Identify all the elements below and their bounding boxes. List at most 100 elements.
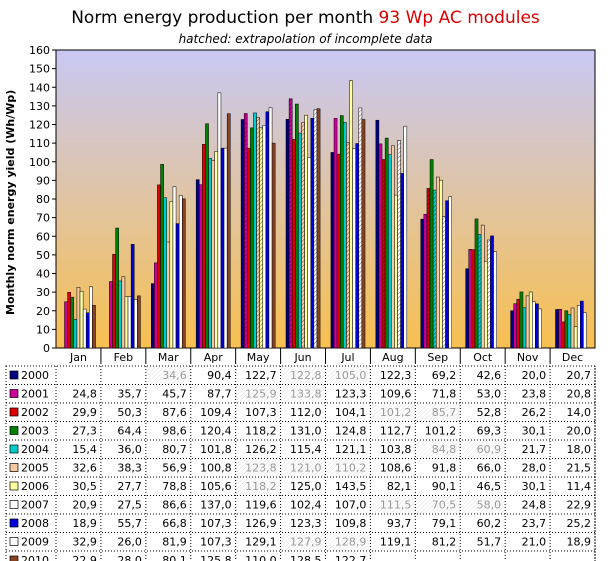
table-cell: 133,8 bbox=[290, 388, 322, 401]
table-cell: 34,6 bbox=[162, 369, 187, 382]
table-cell: 25,2 bbox=[567, 517, 592, 530]
y-tick-label: 50 bbox=[36, 249, 50, 262]
x-tick-label: Nov bbox=[517, 351, 539, 364]
table-border bbox=[5, 365, 596, 561]
bar-2007-jan bbox=[82, 308, 87, 349]
table-cell-hatch bbox=[415, 403, 460, 421]
table-cell: 109,6 bbox=[380, 388, 412, 401]
table-cell: 125,0 bbox=[290, 480, 322, 493]
chart-title-accent: 93 Wp AC modules bbox=[378, 8, 540, 28]
bar-2008-oct bbox=[490, 235, 494, 349]
bar-2005-aug bbox=[391, 145, 395, 349]
table-cell: 28,0 bbox=[522, 462, 547, 475]
table-cell: 110,0 bbox=[245, 554, 277, 561]
table-cell-hatch bbox=[415, 440, 460, 458]
table-cell: 27,7 bbox=[117, 480, 142, 493]
table-cell: 64,4 bbox=[117, 425, 142, 438]
table-cell-hatch bbox=[281, 533, 325, 551]
table-cell: 86,6 bbox=[162, 499, 187, 512]
table-cell: 107,0 bbox=[335, 499, 367, 512]
bar-2007-may bbox=[262, 124, 267, 349]
legend-label-2009: 2009 bbox=[21, 536, 49, 549]
table-cell: 42,6 bbox=[477, 369, 502, 382]
table-cell: 111,5 bbox=[380, 499, 412, 512]
bar-2004-feb bbox=[118, 280, 123, 349]
bar-2008-jul bbox=[355, 143, 360, 349]
y-tick-label: 30 bbox=[36, 286, 50, 299]
bar-2008-aug bbox=[400, 173, 404, 349]
bar-2010-feb bbox=[137, 295, 141, 349]
table-cell: 128,9 bbox=[335, 536, 367, 549]
table-cell: 127,9 bbox=[290, 536, 322, 549]
data-table: 2000 34,6 90,4 122,7 122,8 105,0 122,3 69,2 42,6… bbox=[5, 365, 596, 561]
table-cell: 56,9 bbox=[162, 462, 187, 475]
bar-hatch bbox=[313, 109, 317, 348]
bar-2003-mar bbox=[160, 164, 164, 349]
legend-swatch-2002 bbox=[9, 407, 19, 417]
bar-2002-dec bbox=[561, 321, 566, 349]
table-cell: 55,7 bbox=[117, 517, 142, 530]
table-cell: 24,8 bbox=[522, 499, 547, 512]
table-cell: 129,1 bbox=[245, 536, 277, 549]
table-cell: 128,5 bbox=[290, 554, 322, 561]
bar-2006-nov bbox=[528, 291, 533, 349]
bar-hatch bbox=[478, 234, 482, 348]
bar-2009-mar bbox=[178, 195, 183, 349]
bar-2008-may bbox=[265, 111, 270, 349]
table-cell: 126,9 bbox=[245, 517, 277, 530]
bar-2009-nov bbox=[538, 308, 542, 349]
legend-label-2004: 2004 bbox=[21, 443, 49, 456]
table-cell: 122,3 bbox=[380, 369, 412, 382]
bar-2000-sep bbox=[420, 218, 425, 349]
y-tick-label: 80 bbox=[36, 193, 50, 206]
table-cell: 80,7 bbox=[162, 443, 187, 456]
x-tick-label: Feb bbox=[114, 351, 133, 364]
bar-2002-jun bbox=[291, 139, 296, 349]
bar-hatch bbox=[244, 113, 248, 348]
y-tick-label: 40 bbox=[36, 268, 50, 281]
bar-2008-sep bbox=[445, 200, 449, 349]
table-cell: 100,8 bbox=[200, 462, 232, 475]
bar-2006-sep bbox=[439, 179, 443, 349]
bar-2010-mar bbox=[181, 198, 186, 349]
table-cell: 20,7 bbox=[567, 369, 592, 382]
legend-label-2001: 2001 bbox=[21, 388, 49, 401]
table-cell: 85,7 bbox=[432, 406, 457, 419]
table-cell: 87,6 bbox=[162, 406, 187, 419]
bar-2003-apr bbox=[205, 123, 209, 349]
bar-2004-jul bbox=[343, 122, 347, 349]
table-cell-hatch bbox=[236, 459, 281, 477]
bar-2010-jan bbox=[92, 305, 96, 349]
table-cell-hatch bbox=[281, 366, 325, 384]
table-cell: 27,5 bbox=[117, 499, 142, 512]
bar-2006-apr bbox=[214, 151, 219, 349]
legend-swatch-2003 bbox=[9, 426, 19, 435]
bar-2009-apr bbox=[223, 147, 228, 349]
table-cell: 26,0 bbox=[117, 536, 142, 549]
table-cell: 32,6 bbox=[72, 462, 97, 475]
bar-2003-oct bbox=[474, 218, 479, 349]
bar-hatch bbox=[433, 190, 437, 348]
table-cell: 109,4 bbox=[200, 406, 232, 419]
table-cell: 21,0 bbox=[522, 536, 547, 549]
table-cell-hatch bbox=[326, 366, 370, 384]
bar-2006-feb bbox=[124, 296, 129, 349]
table-cell: 11,4 bbox=[567, 480, 592, 493]
bar-2003-aug bbox=[384, 137, 389, 349]
table-cell: 105,0 bbox=[335, 369, 367, 382]
bar-2001-nov bbox=[513, 303, 518, 349]
legend-swatch-2008 bbox=[9, 518, 19, 528]
table-cell: 70,5 bbox=[432, 499, 457, 512]
bar-2004-mar bbox=[163, 197, 167, 349]
bar-2003-nov bbox=[519, 291, 524, 349]
y-tick-label: 130 bbox=[29, 100, 50, 113]
table-cell: 90,4 bbox=[207, 369, 232, 382]
x-tick-label: Mar bbox=[158, 351, 179, 364]
table-cell: 22,9 bbox=[72, 554, 97, 561]
x-tick-label: May bbox=[247, 351, 270, 364]
table-cell: 60,2 bbox=[477, 517, 502, 530]
bar-hatch bbox=[151, 283, 155, 348]
legend-label-2010: 2010 bbox=[21, 554, 49, 561]
table-cell: 51,7 bbox=[477, 536, 502, 549]
bar-2003-jun bbox=[295, 103, 299, 349]
